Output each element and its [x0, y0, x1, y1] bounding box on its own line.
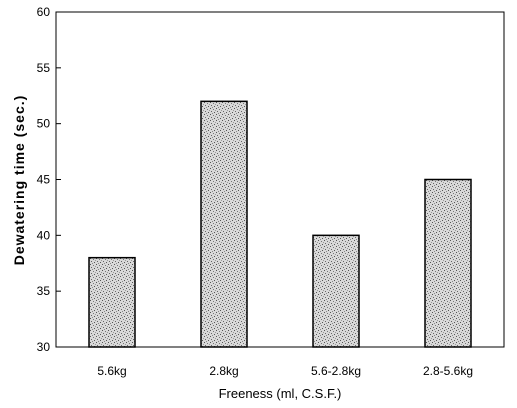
y-axis-label: Dewatering time (sec.): [11, 95, 27, 266]
y-tick-label: 40: [37, 228, 51, 242]
y-tick-label: 55: [37, 61, 51, 75]
x-axis-label: Freeness (ml, C.S.F.): [219, 386, 342, 401]
y-tick-label: 45: [37, 173, 51, 187]
bar-3: [312, 234, 360, 348]
bar-4: [424, 178, 472, 348]
x-tick-label: 2.8kg: [209, 364, 238, 378]
x-axis: 5.6kg 2.8kg 5.6-2.8kg 2.8-5.6kg: [97, 364, 473, 378]
bar-1: [88, 256, 136, 348]
x-tick-label: 5.6-2.8kg: [311, 364, 361, 378]
bars-group: [88, 100, 472, 348]
bar-2: [200, 100, 248, 348]
x-tick-label: 5.6kg: [97, 364, 126, 378]
y-axis: 30 35 40 45 50 55 60: [37, 5, 61, 354]
y-tick-label: 30: [37, 340, 51, 354]
y-tick-label: 35: [37, 284, 51, 298]
x-tick-label: 2.8-5.6kg: [423, 364, 473, 378]
y-tick-label: 50: [37, 117, 51, 131]
y-tick-label: 60: [37, 5, 51, 19]
